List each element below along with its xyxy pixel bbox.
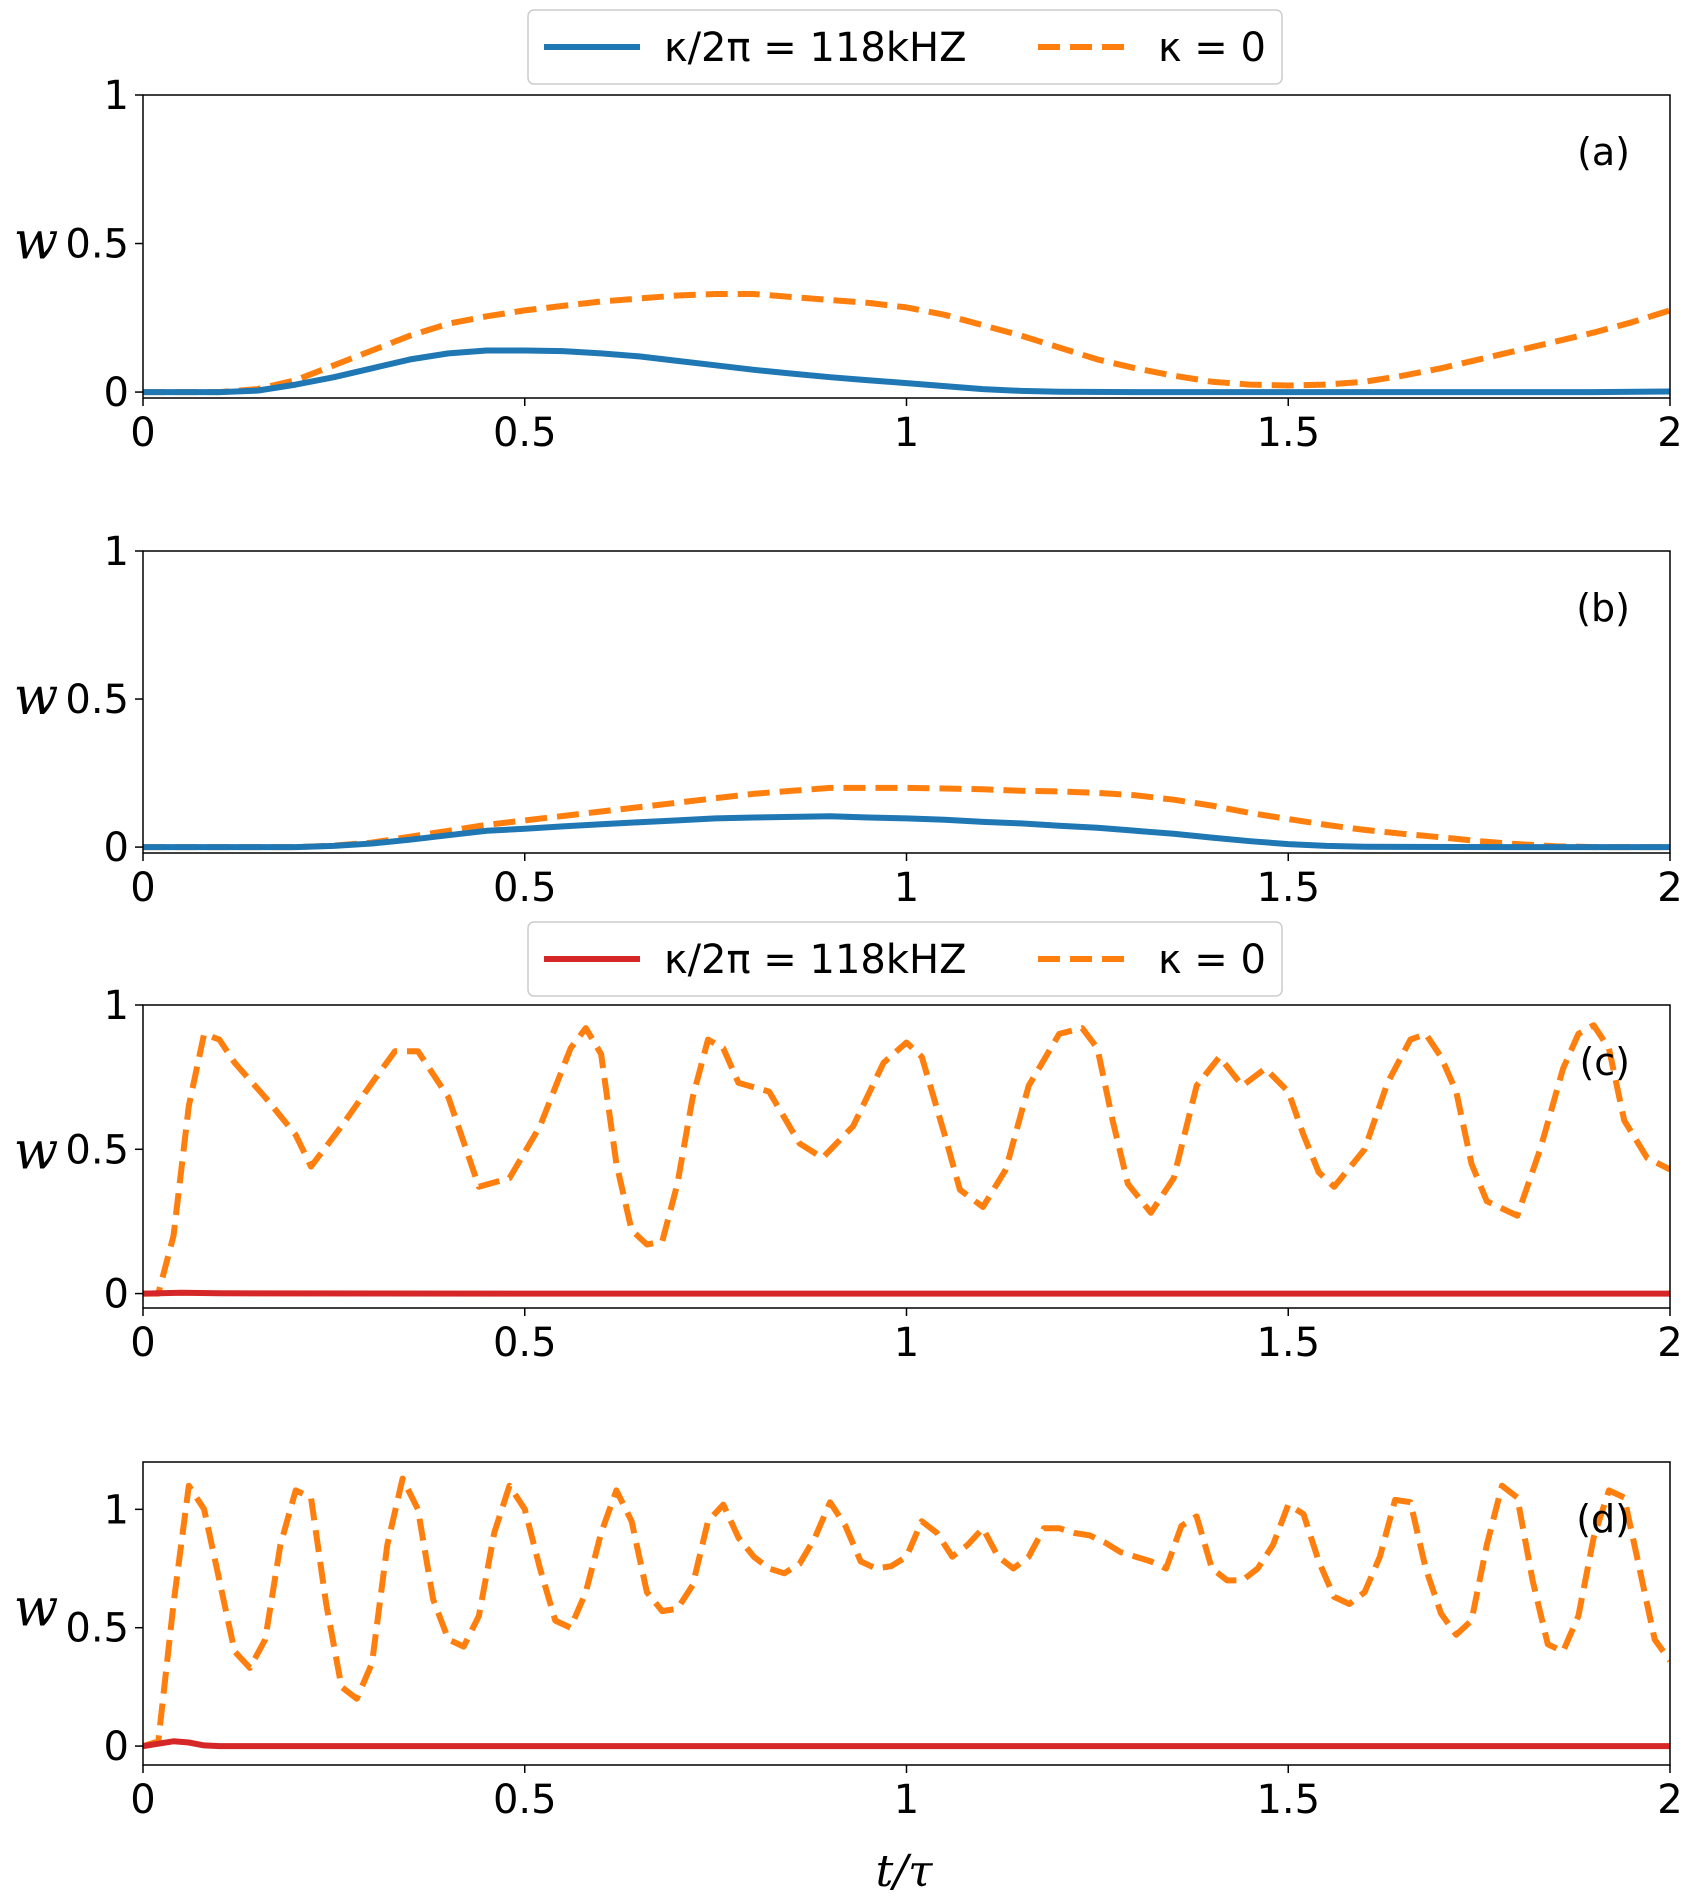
x-tick-label: 0.5 [493, 1320, 557, 1366]
panel-label: (a) [1577, 130, 1630, 174]
series-kappa-118khz-line [143, 813, 1670, 851]
series-kappa-118khz-line [143, 347, 1670, 396]
y-tick-label: 0.5 [65, 222, 129, 268]
y-tick-label: 0 [104, 370, 129, 416]
panel-d: 0 0.5 1 1.5 200.51w(d) [14, 1461, 1683, 1823]
series-kappa-118khz-line [143, 1289, 1670, 1297]
y-tick-label: 1 [104, 1487, 129, 1533]
panel-label: (d) [1576, 1497, 1630, 1541]
x-tick-label: 1.5 [1256, 1320, 1320, 1366]
x-tick-label: 1.5 [1256, 865, 1320, 911]
y-tick-label: 0 [104, 825, 129, 871]
axes-frame [142, 1004, 1671, 1309]
y-tick-label: 0.5 [65, 677, 129, 723]
y-tick-label: 0.5 [65, 1606, 129, 1652]
x-tick-label: 1 [894, 1320, 919, 1366]
x-tick-label: 2 [1657, 1777, 1682, 1823]
panel-b: 0 0.5 1 1.5 2 0 0.5 1 w (b) [14, 529, 1683, 911]
legend-label: κ/2π = 118kHZ [664, 25, 967, 71]
y-tick-label: 1 [104, 983, 129, 1029]
x-tick-label: 0.5 [493, 410, 557, 456]
series-group [143, 1475, 1670, 1750]
series-group [143, 291, 1670, 396]
series-kappa-zero-line [143, 1022, 1670, 1297]
series-group [143, 784, 1670, 851]
y-tick-label: 1 [104, 529, 129, 575]
y-axis-label: w [14, 1579, 59, 1639]
y-axis-label: w [14, 212, 59, 272]
legend-label: κ = 0 [1158, 937, 1266, 983]
legend: κ/2π = 118kHZ κ = 0 [527, 921, 1283, 997]
series-kappa-zero-line [143, 291, 1670, 396]
x-tick-label: 1 [894, 410, 919, 456]
y-tick-label: 0.5 [65, 1127, 129, 1173]
x-tick-label: 2 [1657, 410, 1682, 456]
x-tick-label: 1 [894, 865, 919, 911]
series-kappa-zero-line [143, 784, 1670, 851]
legend-box [527, 9, 1283, 85]
x-axis-label: t/τ [876, 1846, 934, 1896]
x-tick-label: 0 [130, 865, 155, 911]
x-tick-label: 0 [130, 410, 155, 456]
x-tick-label: 0.5 [493, 1777, 557, 1823]
y-tick-label: 0 [104, 1724, 129, 1770]
y-axis-label: w [14, 1122, 59, 1182]
legend-box [527, 921, 1283, 997]
axes-frame [142, 550, 1671, 854]
series-kappa-118khz-line [143, 1738, 1670, 1750]
series-kappa-zero-line [143, 1475, 1670, 1749]
x-tick-label: 2 [1657, 865, 1682, 911]
panel-label: (c) [1579, 1040, 1630, 1084]
panel-a: 0 0.5 1 1.5 2 0 0.5 1 w (a) [14, 73, 1683, 456]
x-tick-label: 0.5 [493, 865, 557, 911]
y-tick-label: 0 [104, 1272, 129, 1318]
x-tick-label: 0 [130, 1320, 155, 1366]
x-tick-label: 2 [1657, 1320, 1682, 1366]
x-tick-label: 1 [894, 1777, 919, 1823]
legend-label: κ/2π = 118kHZ [664, 937, 967, 983]
legend-label: κ = 0 [1158, 25, 1266, 71]
y-axis-label: w [14, 667, 59, 727]
x-tick-label: 1.5 [1256, 1777, 1320, 1823]
panel-c: 0 0.5 1 1.5 2 0 0.5 1 w (c) [14, 983, 1683, 1366]
x-tick-label: 0 [130, 1777, 155, 1823]
legend: κ/2π = 118kHZ κ = 0 [527, 9, 1283, 85]
panel-label: (b) [1576, 586, 1630, 630]
x-tick-label: 1.5 [1256, 410, 1320, 456]
series-group [143, 1022, 1670, 1297]
y-tick-label: 1 [104, 73, 129, 119]
